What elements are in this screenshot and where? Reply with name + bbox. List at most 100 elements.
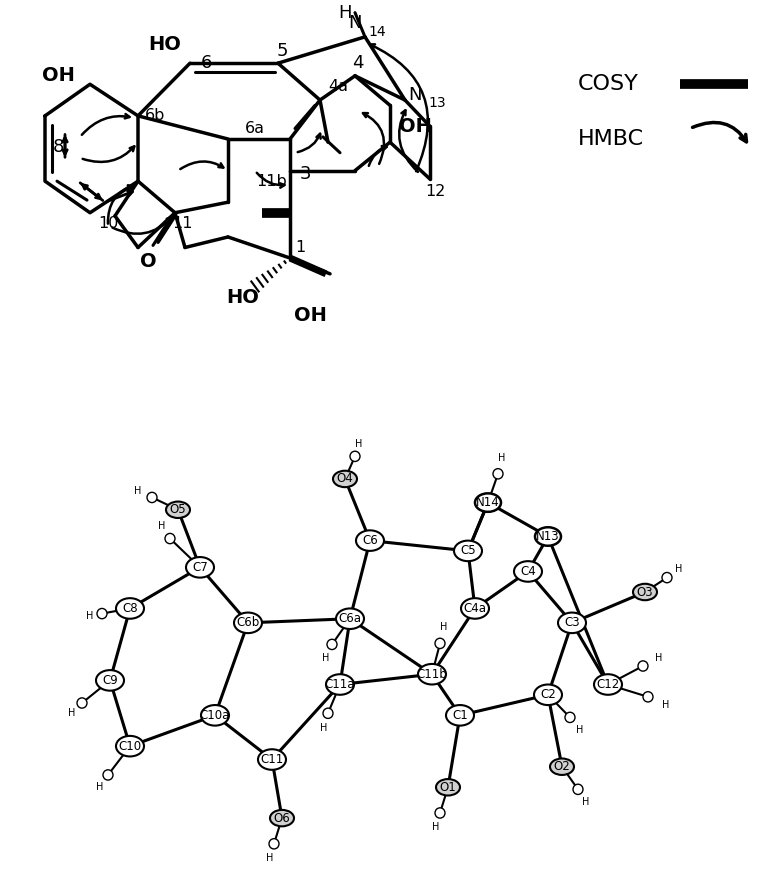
Text: 11b: 11b xyxy=(257,174,288,188)
Text: N: N xyxy=(408,86,422,104)
Text: 12: 12 xyxy=(425,184,445,199)
Ellipse shape xyxy=(186,557,214,577)
Circle shape xyxy=(327,639,337,649)
Text: OH: OH xyxy=(399,117,431,136)
Ellipse shape xyxy=(166,502,190,518)
Ellipse shape xyxy=(116,599,144,619)
Text: O5: O5 xyxy=(170,503,186,516)
Text: C11b: C11b xyxy=(417,668,448,681)
Circle shape xyxy=(493,469,503,479)
Text: H: H xyxy=(322,653,330,662)
Text: 4a: 4a xyxy=(328,79,348,94)
Ellipse shape xyxy=(96,670,124,691)
Text: HO: HO xyxy=(226,288,260,306)
Ellipse shape xyxy=(418,664,446,685)
Circle shape xyxy=(323,708,333,718)
Text: O1: O1 xyxy=(440,781,456,794)
Ellipse shape xyxy=(550,758,574,775)
Text: C3: C3 xyxy=(564,616,580,630)
Text: H: H xyxy=(158,521,165,531)
Circle shape xyxy=(662,573,672,583)
Text: C6a: C6a xyxy=(339,612,362,625)
Circle shape xyxy=(103,770,113,780)
Text: HMBC: HMBC xyxy=(578,129,644,149)
Text: 4: 4 xyxy=(352,54,364,72)
Text: O3: O3 xyxy=(637,585,653,599)
Ellipse shape xyxy=(514,561,542,582)
Ellipse shape xyxy=(336,608,364,629)
Text: C7: C7 xyxy=(192,561,208,574)
Text: 14: 14 xyxy=(368,25,386,38)
Text: C2: C2 xyxy=(540,688,556,702)
Text: C4: C4 xyxy=(520,565,536,578)
Text: C12: C12 xyxy=(597,678,620,691)
Text: C5: C5 xyxy=(460,544,476,558)
Text: C11a: C11a xyxy=(325,678,356,691)
Circle shape xyxy=(573,784,583,795)
Ellipse shape xyxy=(234,613,262,633)
Circle shape xyxy=(147,492,157,503)
Text: 1: 1 xyxy=(295,240,305,255)
Ellipse shape xyxy=(326,674,354,694)
Text: H: H xyxy=(656,653,662,662)
Text: H: H xyxy=(577,725,584,734)
Ellipse shape xyxy=(436,779,460,796)
Text: H: H xyxy=(441,622,448,632)
Text: 11: 11 xyxy=(172,216,193,231)
Text: O: O xyxy=(140,251,156,271)
Text: C6b: C6b xyxy=(237,616,260,630)
Text: O4: O4 xyxy=(336,472,353,486)
Text: 6a: 6a xyxy=(245,121,265,136)
Text: 8: 8 xyxy=(53,139,63,156)
Circle shape xyxy=(638,661,648,671)
Text: H: H xyxy=(662,700,669,710)
Circle shape xyxy=(435,638,445,648)
Text: 6: 6 xyxy=(200,54,212,72)
Text: H: H xyxy=(339,4,352,21)
Text: H: H xyxy=(320,723,328,733)
Circle shape xyxy=(435,808,445,818)
Circle shape xyxy=(165,534,175,543)
Circle shape xyxy=(350,451,360,462)
Text: H: H xyxy=(135,487,141,496)
Text: H: H xyxy=(432,822,440,832)
Text: N13: N13 xyxy=(536,530,560,543)
Text: H: H xyxy=(87,611,94,621)
Circle shape xyxy=(269,838,279,849)
Ellipse shape xyxy=(534,685,562,705)
Ellipse shape xyxy=(333,471,357,488)
Text: H: H xyxy=(499,454,506,464)
Text: C4a: C4a xyxy=(464,602,486,615)
Text: HO: HO xyxy=(148,35,182,54)
Text: O6: O6 xyxy=(274,812,291,825)
Text: 5: 5 xyxy=(276,42,288,59)
Text: C9: C9 xyxy=(102,674,117,687)
Text: 6b: 6b xyxy=(145,108,165,123)
Text: N14: N14 xyxy=(476,496,500,509)
Text: N: N xyxy=(349,14,362,32)
Text: C8: C8 xyxy=(122,602,138,615)
Ellipse shape xyxy=(594,674,622,694)
Ellipse shape xyxy=(558,613,586,633)
Text: H: H xyxy=(68,709,76,718)
Ellipse shape xyxy=(116,736,144,757)
Text: C10a: C10a xyxy=(199,709,230,722)
Text: O2: O2 xyxy=(553,760,570,773)
Ellipse shape xyxy=(633,583,657,600)
Text: C1: C1 xyxy=(452,709,468,722)
Text: 10: 10 xyxy=(98,216,118,231)
Circle shape xyxy=(643,692,653,702)
Ellipse shape xyxy=(535,527,561,546)
Ellipse shape xyxy=(446,705,474,725)
Text: COSY: COSY xyxy=(578,75,638,94)
Text: OH: OH xyxy=(294,306,326,326)
Ellipse shape xyxy=(461,599,489,619)
Circle shape xyxy=(77,698,87,708)
Text: C6: C6 xyxy=(362,534,378,547)
Ellipse shape xyxy=(258,749,286,770)
Text: C10: C10 xyxy=(118,740,141,753)
Ellipse shape xyxy=(201,705,229,725)
Text: H: H xyxy=(676,565,683,575)
Text: H: H xyxy=(582,797,590,806)
Ellipse shape xyxy=(270,810,294,827)
